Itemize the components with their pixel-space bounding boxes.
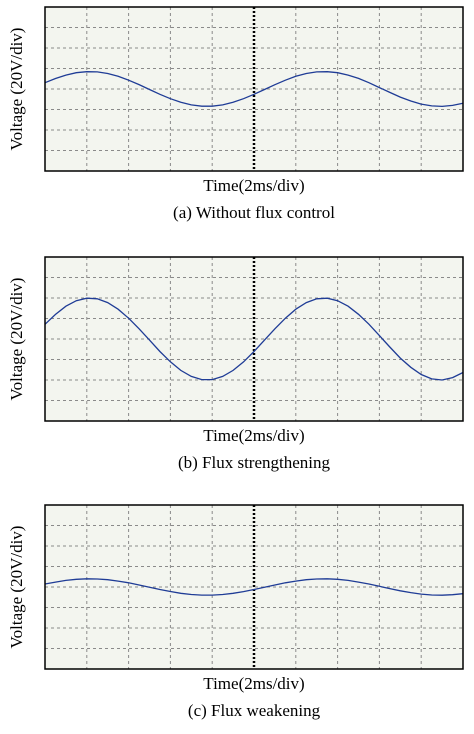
- plot-border: [44, 6, 464, 172]
- caption: (c) Flux weakening: [188, 701, 321, 720]
- x-axis-label: Time(2ms/div): [203, 426, 304, 445]
- x-axis-label: Time(2ms/div): [203, 674, 304, 693]
- y-axis-label: Voltage (20V/div): [7, 526, 26, 649]
- plot-border: [44, 256, 464, 422]
- waveform: [44, 297, 464, 381]
- y-axis-label: Voltage (20V/div): [7, 278, 26, 401]
- x-axis-label: Time(2ms/div): [203, 176, 304, 195]
- waveform: [44, 71, 464, 108]
- y-axis-label: Voltage (20V/div): [7, 28, 26, 151]
- plot-border: [44, 504, 464, 670]
- caption: (b) Flux strengthening: [178, 453, 331, 472]
- caption: (a) Without flux control: [173, 203, 335, 222]
- waveform: [44, 578, 464, 596]
